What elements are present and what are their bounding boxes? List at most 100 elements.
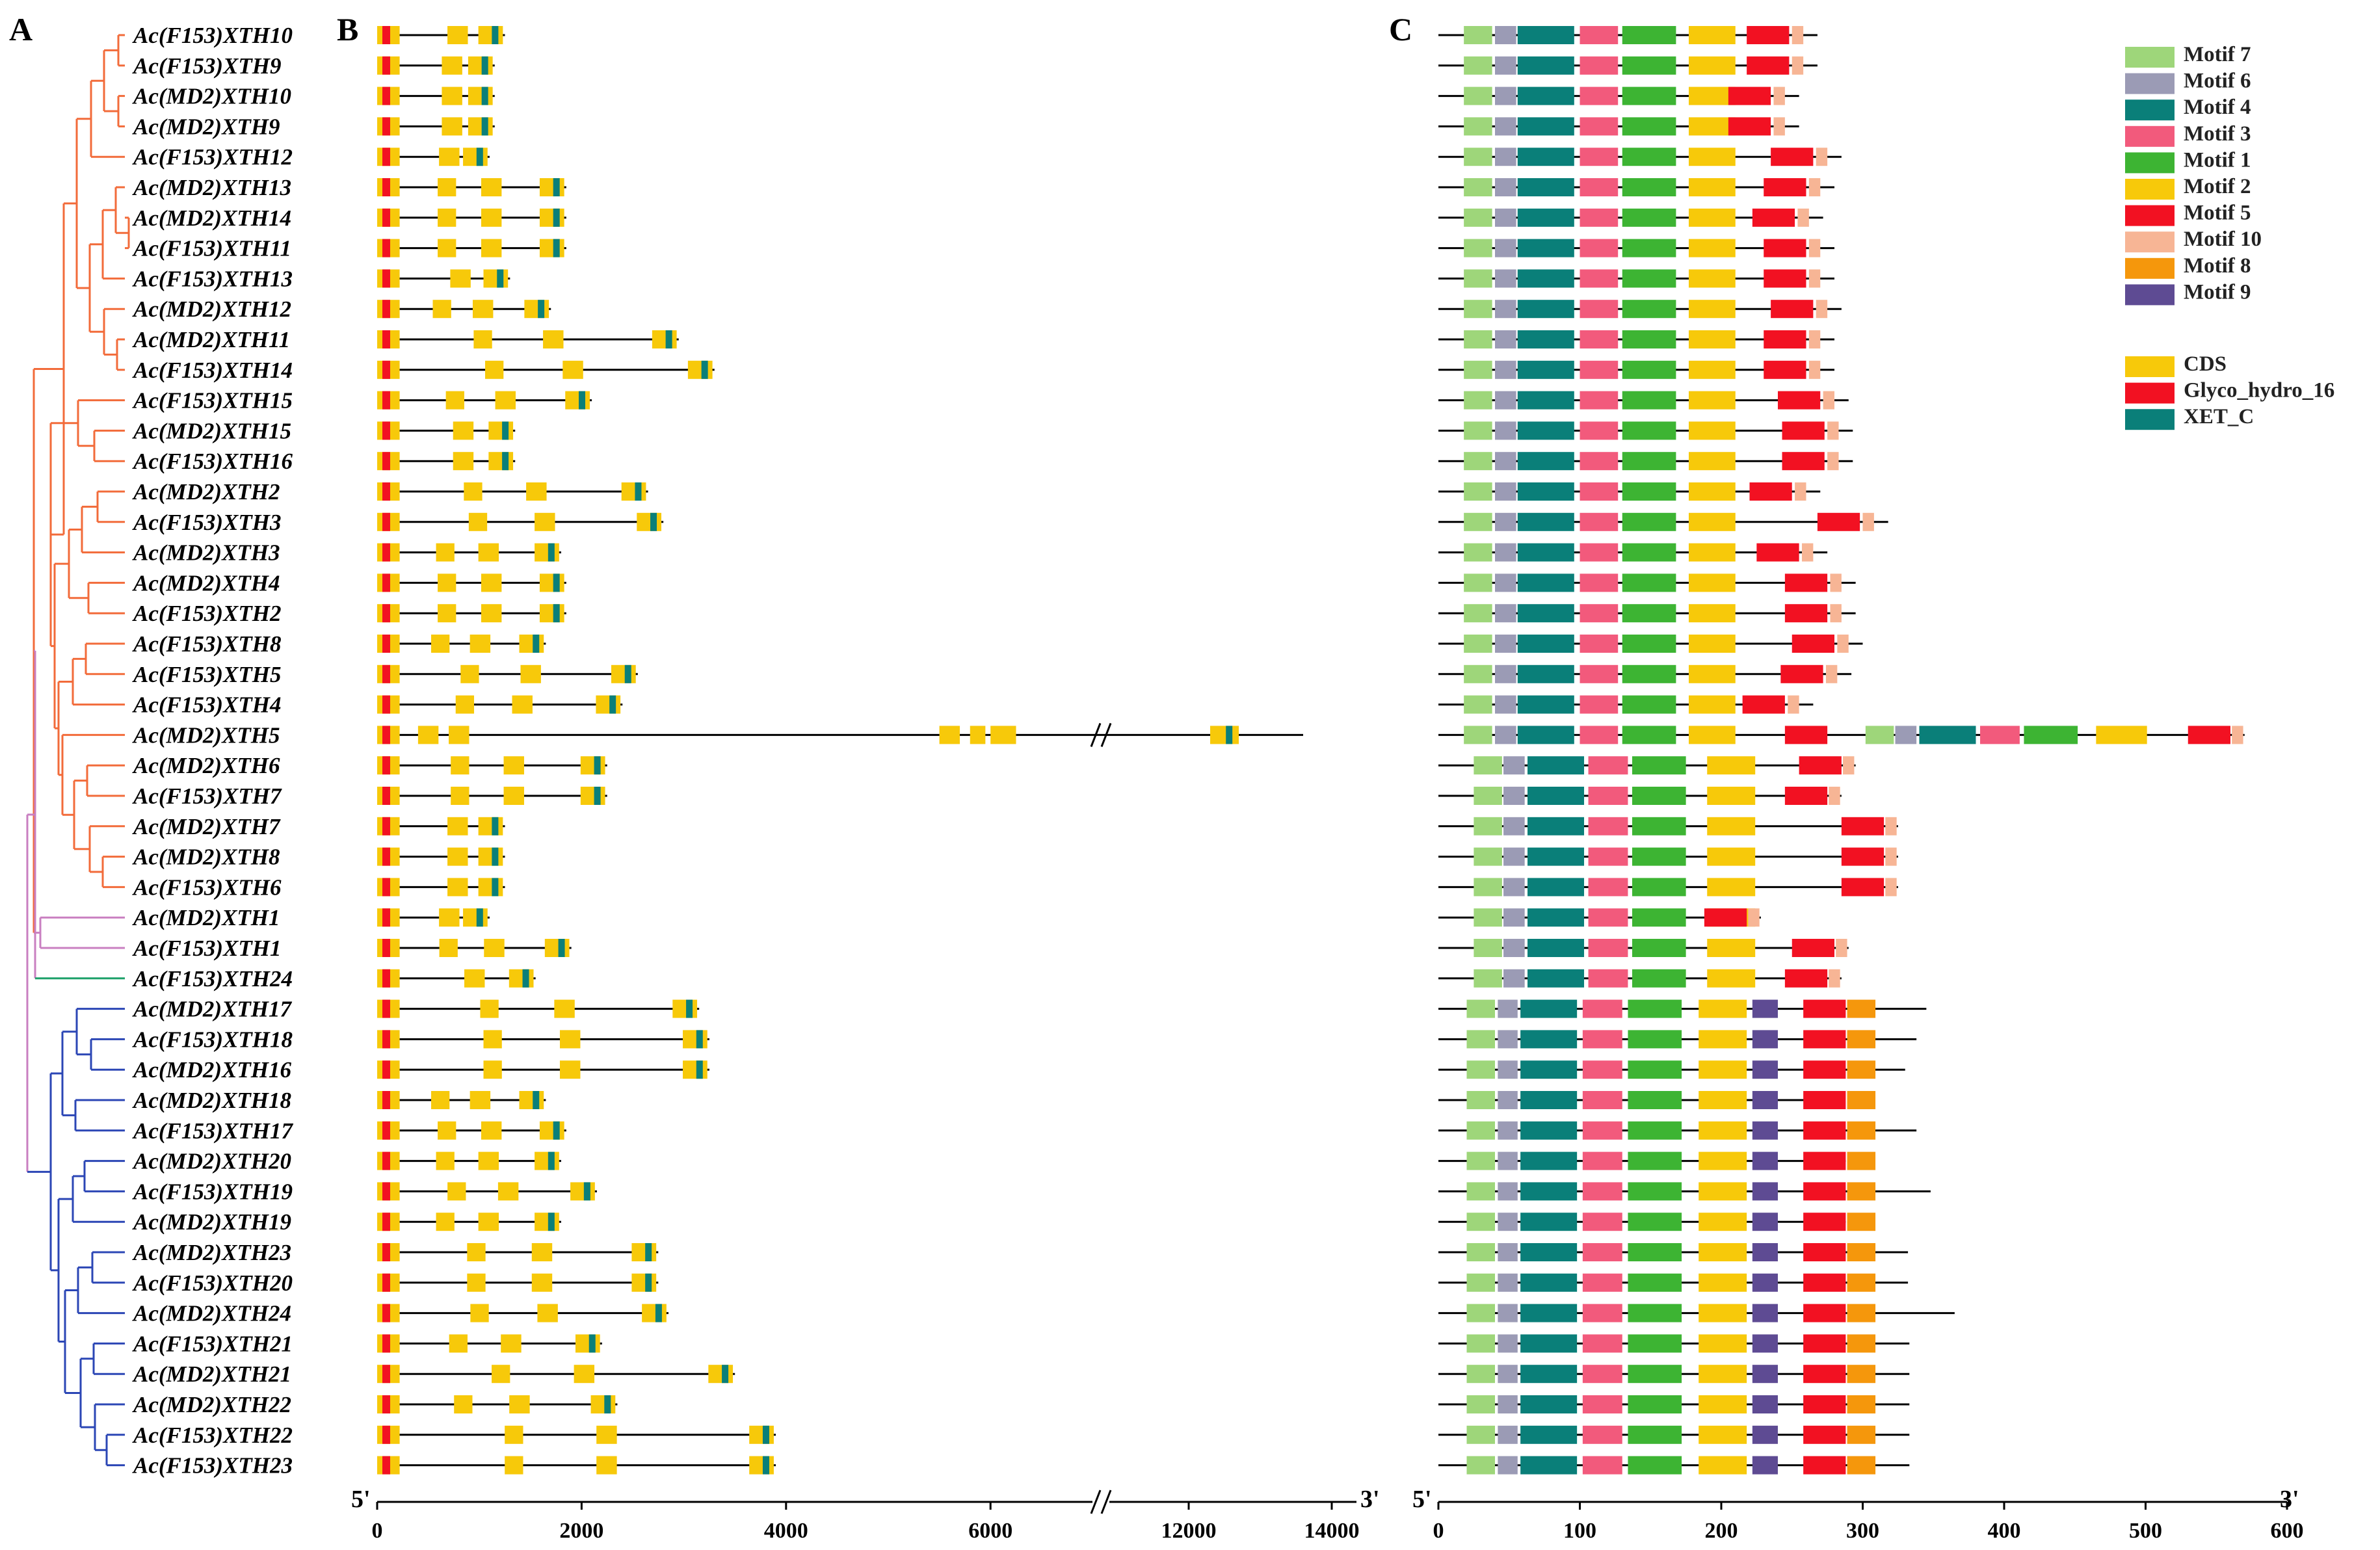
motif-box (1707, 756, 1756, 775)
motif-box (1498, 1182, 1518, 1201)
glyco-hydro-16-domain (382, 56, 390, 75)
motif-box (1622, 391, 1676, 410)
cds-exon (570, 1182, 595, 1201)
cds-exon (460, 664, 479, 683)
cds-exon (438, 178, 456, 196)
motif-box (1495, 664, 1516, 683)
motif-box (1792, 26, 1804, 44)
motif-box (1752, 1060, 1778, 1079)
motif-box (1808, 330, 1821, 348)
gene-structure-row (377, 330, 679, 348)
gene-label: Ac(F153)XTH16 (132, 449, 293, 474)
protein-motif-row (1438, 1334, 1910, 1353)
cds-exon (464, 969, 485, 988)
motif-box (1517, 421, 1574, 440)
cds-exon (509, 1395, 530, 1413)
protein-motif-row (1438, 635, 1863, 653)
protein-motif-row (1438, 26, 1818, 44)
gene-label: Ac(F153)XTH24 (132, 966, 293, 992)
motif-box (1495, 635, 1516, 653)
motif-box (1503, 969, 1525, 988)
xet-c-domain (762, 1425, 769, 1444)
gene-label: Ac(F153)XTH17 (132, 1118, 293, 1144)
motif-box (1474, 787, 1502, 805)
motif-box (1582, 1030, 1622, 1049)
motif-box (1517, 239, 1574, 257)
motif-box (1747, 56, 1790, 75)
gene-label: Ac(MD2)XTH15 (132, 418, 291, 443)
motif-box (1495, 726, 1516, 744)
motif-box (1688, 208, 1736, 227)
motif-box (1699, 1273, 1747, 1292)
motif-box (1498, 1395, 1518, 1413)
glyco-hydro-16-domain (382, 26, 390, 44)
protein-axis-tick-label: 0 (1433, 1519, 1444, 1543)
motif-box (1688, 604, 1736, 623)
motif-box (1919, 726, 1976, 744)
cds-exon (473, 330, 492, 348)
motif-box (1748, 908, 1760, 927)
motif-box (1517, 26, 1574, 44)
cds-exon (438, 573, 456, 592)
motif-box (1503, 878, 1525, 897)
motif-box (1699, 1151, 1747, 1170)
motif-box (1865, 726, 1894, 744)
motif-box (1527, 787, 1585, 805)
motif-box (1688, 482, 1736, 501)
legend-label: XET_C (2184, 405, 2254, 428)
motif-box (1466, 1395, 1495, 1413)
xet-c-domain (696, 1060, 703, 1079)
glyco-hydro-16-domain (382, 939, 390, 957)
motif-box (1580, 635, 1619, 653)
cds-exon (467, 1273, 486, 1292)
cds-exon (939, 726, 960, 744)
motif-box (1580, 239, 1619, 257)
gene-axis-tick-label: 2000 (559, 1519, 603, 1543)
motif-box (1704, 908, 1747, 927)
motif-box (1580, 269, 1619, 288)
protein-motif-row (1438, 1091, 1876, 1109)
legend-swatch (2125, 409, 2175, 430)
motif-box (1707, 847, 1756, 866)
motif-box (1771, 148, 1814, 166)
motif-box (1498, 1365, 1518, 1384)
motif-box (2096, 726, 2147, 744)
xet-c-domain (497, 269, 504, 288)
cds-exon (438, 1121, 456, 1140)
motif-box (1752, 1151, 1778, 1170)
motif-box (1622, 573, 1676, 592)
motif-box (1803, 1213, 1846, 1231)
glyco-hydro-16-domain (382, 787, 390, 805)
motif-box (1688, 512, 1736, 531)
gene-label: Ac(MD2)XTH5 (132, 722, 280, 748)
protein-motif-row (1438, 604, 1856, 623)
cds-exon (449, 1334, 468, 1353)
motif-box (1688, 269, 1736, 288)
panel-letter-b: B (337, 11, 358, 47)
xet-c-domain (476, 908, 483, 927)
gene-structure-row (377, 726, 1303, 744)
axis-break-mark (1100, 722, 1112, 747)
glyco-hydro-16-domain (382, 726, 390, 744)
motif-box (1792, 56, 1804, 75)
xet-c-domain (578, 391, 585, 410)
protein-motif-row (1438, 1213, 1876, 1231)
legend-label: CDS (2184, 352, 2227, 376)
gene-axis-start-label: 5' (351, 1486, 371, 1513)
motif-box (1464, 421, 1492, 440)
motif-box (1803, 1243, 1846, 1261)
motif-box (1632, 878, 1686, 897)
cds-exon (501, 1334, 522, 1353)
motif-box (1830, 573, 1842, 592)
motif-box (1517, 573, 1574, 592)
gene-label: Ac(F153)XTH5 (132, 662, 281, 687)
motif-box (1464, 300, 1492, 319)
motif-box (1778, 391, 1821, 410)
motif-box (1784, 787, 1828, 805)
protein-motif-row (1438, 726, 2245, 744)
gene-axis-tick-label: 4000 (764, 1519, 808, 1543)
motif-box (1699, 1060, 1747, 1079)
cds-exon (687, 360, 713, 379)
motif-box (1847, 1425, 1876, 1444)
motif-box (1699, 1030, 1747, 1049)
